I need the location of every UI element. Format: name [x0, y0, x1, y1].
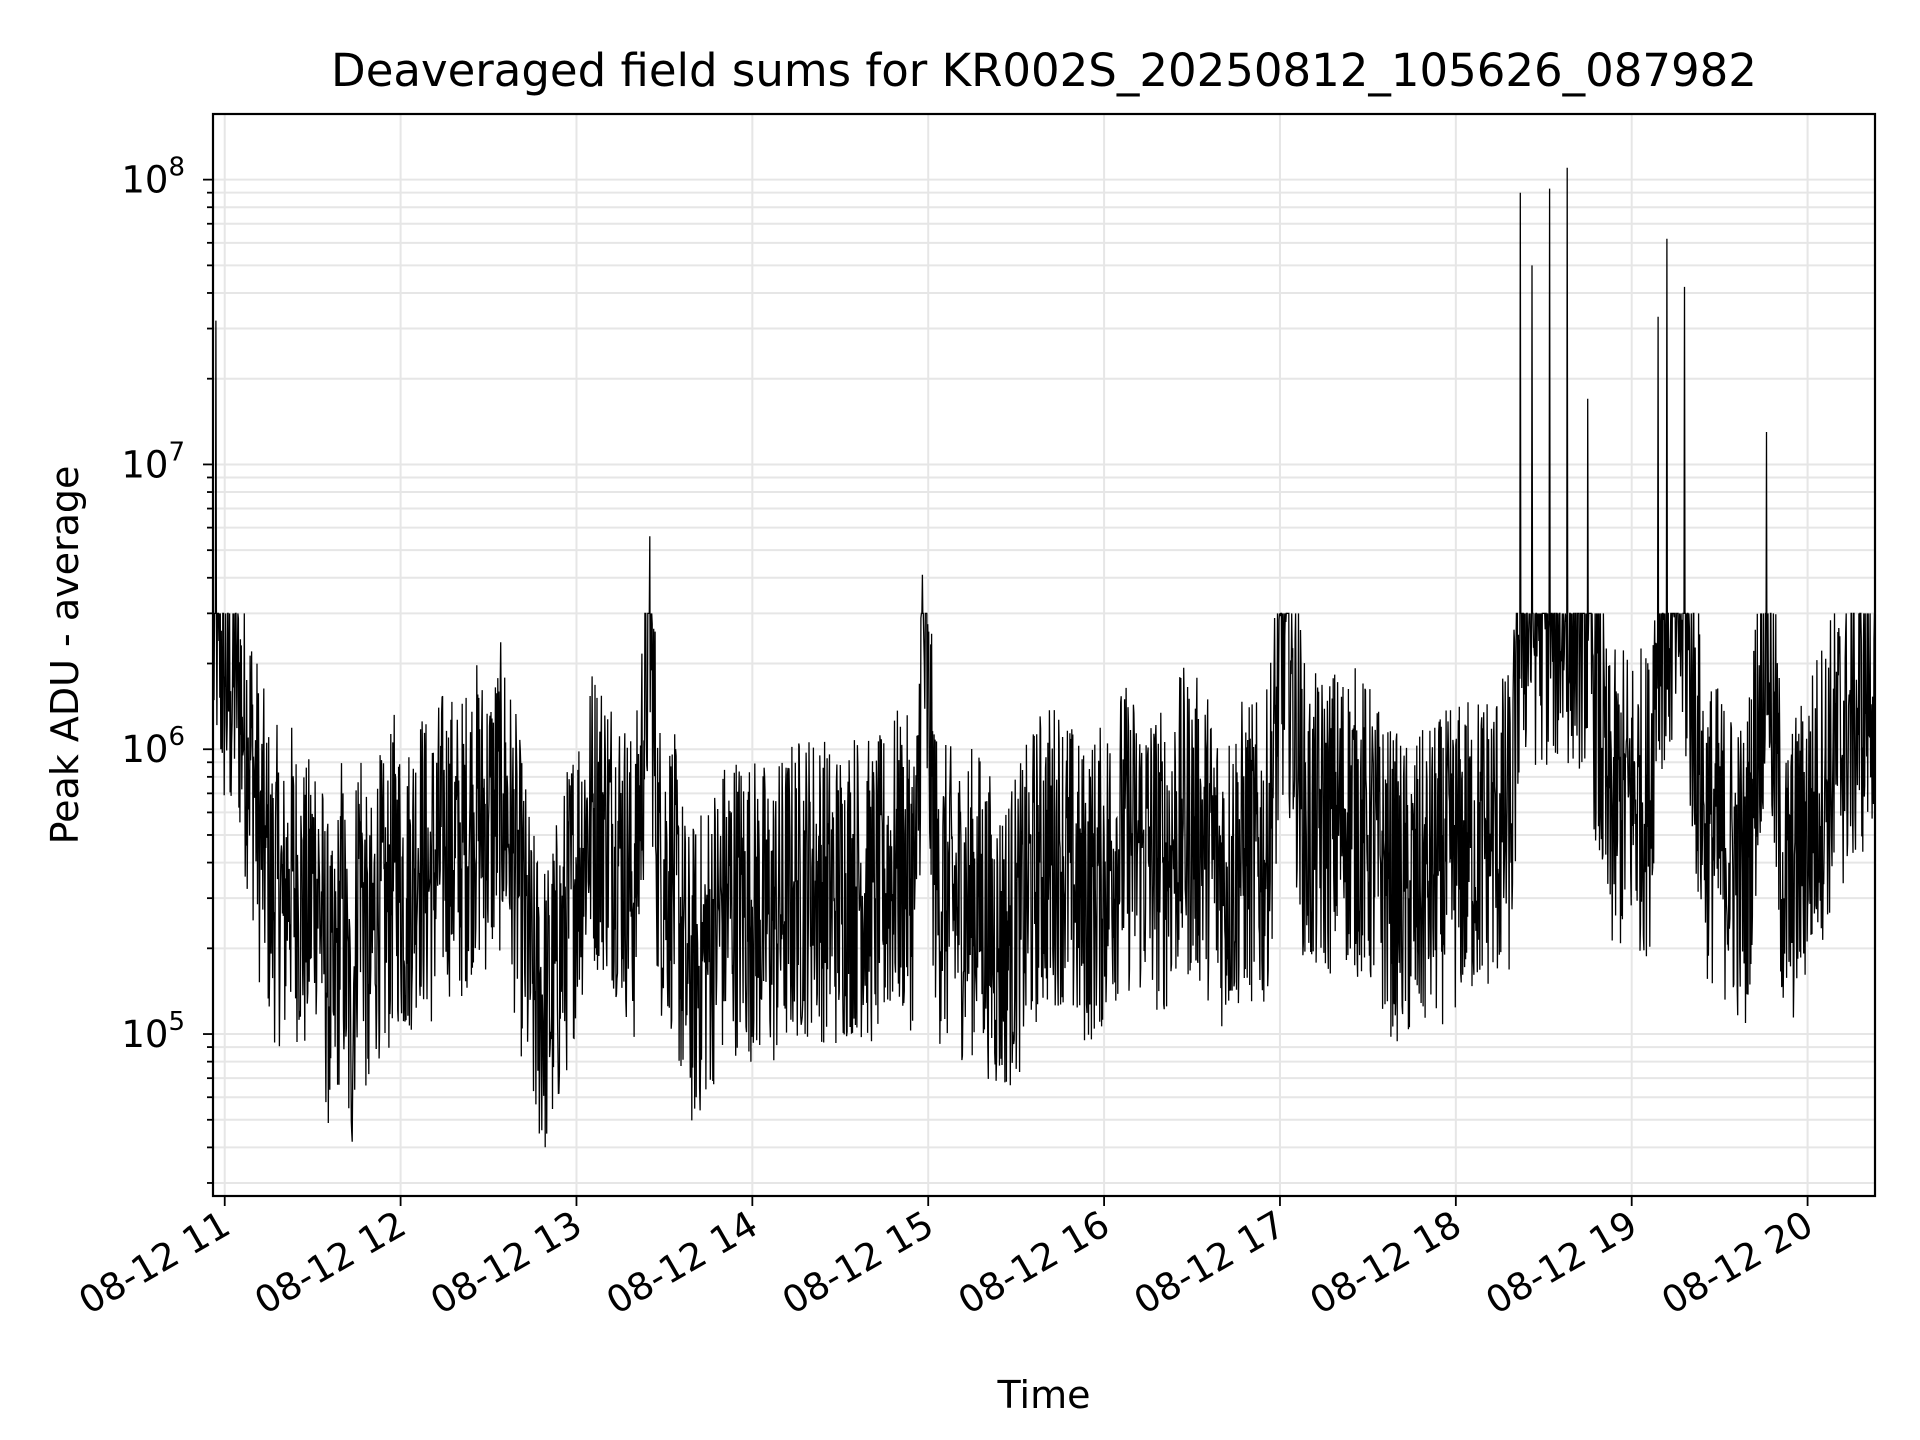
y-tick-label: 105: [121, 1007, 185, 1056]
y-tick-label: 107: [121, 437, 185, 486]
y-tick-label: 108: [121, 153, 185, 202]
series-layer: [212, 167, 1876, 1148]
y-axis-label: Peak ADU - average: [43, 466, 87, 845]
y-tick-label: 106: [121, 722, 185, 771]
x-axis-label: Time: [997, 1373, 1091, 1417]
chart-title: Deaveraged field sums for KR002S_2025081…: [331, 44, 1757, 97]
series-line: [212, 167, 1876, 1148]
plot-frame: [211, 112, 1877, 1198]
